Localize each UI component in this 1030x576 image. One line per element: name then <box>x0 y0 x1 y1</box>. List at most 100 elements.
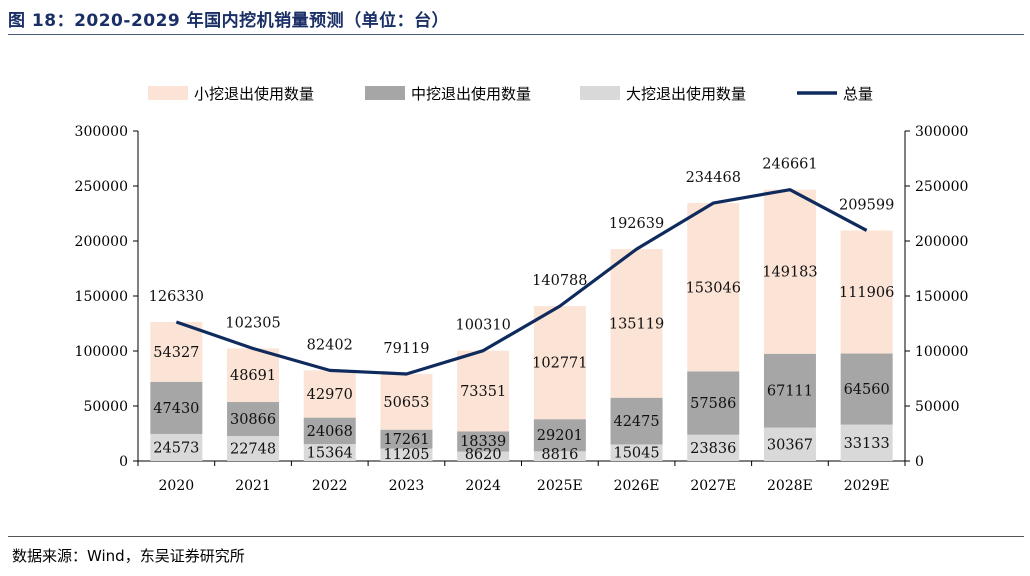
bar-small-excavator <box>840 230 893 354</box>
bar-large-excavator <box>763 427 816 461</box>
bar-mid-excavator <box>303 417 356 445</box>
data-label-small: 149183 <box>762 265 817 281</box>
data-label-mid: 30866 <box>230 412 276 428</box>
y2-tick-label-right: 250000 <box>915 179 968 195</box>
legend-swatch-2 <box>365 86 405 100</box>
data-label-mid: 29201 <box>537 428 583 444</box>
y-tick-label-left: 250000 <box>75 179 128 195</box>
data-label-large: 11205 <box>383 447 429 463</box>
y2-tick-label-right: 150000 <box>915 289 968 305</box>
x-tick-label: 2025E <box>537 478 583 494</box>
data-label-total: 192639 <box>609 216 664 232</box>
bar-small-excavator <box>610 249 663 398</box>
y-tick-label-left: 200000 <box>75 234 128 250</box>
bar-large-excavator <box>610 444 663 461</box>
bar-large-excavator <box>533 451 586 461</box>
y2-tick-label-right: 300000 <box>915 124 968 140</box>
bar-large-excavator <box>457 451 510 461</box>
data-label-mid: 18339 <box>460 434 506 450</box>
x-tick-label: 2023 <box>389 478 425 494</box>
y2-tick-label-right: 50000 <box>915 399 960 415</box>
data-label-large: 15364 <box>307 446 353 462</box>
data-label-small: 50653 <box>383 395 429 411</box>
data-label-small: 54327 <box>153 345 199 361</box>
data-label-total: 209599 <box>839 197 894 213</box>
bar-small-excavator <box>150 322 203 382</box>
data-label-mid: 47430 <box>153 401 199 417</box>
x-tick-label: 2022 <box>312 478 348 494</box>
bar-large-excavator <box>303 444 356 461</box>
y2-tick-label-right: 200000 <box>915 234 968 250</box>
bar-large-excavator <box>380 448 433 461</box>
bar-small-excavator <box>227 348 280 403</box>
bar-mid-excavator <box>840 353 893 425</box>
data-label-total: 246661 <box>762 157 817 173</box>
bar-large-excavator <box>840 424 893 461</box>
bar-mid-excavator <box>227 402 280 436</box>
y-tick-label-left: 150000 <box>75 289 128 305</box>
data-label-mid: 42475 <box>613 414 659 430</box>
data-label-total: 82402 <box>307 337 353 353</box>
bar-large-excavator <box>150 433 203 461</box>
legend-swatch-3 <box>580 86 620 100</box>
data-label-large: 33133 <box>844 436 890 452</box>
bar-small-excavator <box>380 373 433 430</box>
chart-title: 图 18：2020-2029 年国内挖机销量预测（单位：台） <box>8 11 450 31</box>
data-label-small: 73351 <box>460 384 506 400</box>
data-label-mid: 17261 <box>383 432 429 448</box>
data-label-large: 23836 <box>690 441 736 457</box>
bar-large-excavator <box>227 435 280 461</box>
line-total <box>175 188 868 376</box>
x-tick-label: 2028E <box>767 478 813 494</box>
data-label-small: 135119 <box>609 316 664 332</box>
data-label-small: 102771 <box>532 356 587 372</box>
x-tick-label: 2027E <box>690 478 736 494</box>
data-label-total: 234468 <box>686 170 741 186</box>
y-tick-label-left: 300000 <box>75 124 128 140</box>
legend-swatch-1 <box>148 86 188 100</box>
title-divider <box>8 34 1024 35</box>
y2-tick-label-right: 100000 <box>915 344 968 360</box>
data-label-large: 8816 <box>541 447 578 463</box>
x-tick-label: 2020 <box>159 478 195 494</box>
bar-mid-excavator <box>763 353 816 428</box>
bar-mid-excavator <box>533 419 586 452</box>
data-label-total: 140788 <box>532 273 587 289</box>
bar-small-excavator <box>687 203 740 372</box>
data-label-large: 8620 <box>465 447 502 463</box>
data-label-large: 22748 <box>230 441 276 457</box>
data-label-total: 100310 <box>455 318 510 334</box>
data-label-mid: 64560 <box>844 382 890 398</box>
bar-small-excavator <box>533 306 586 420</box>
data-label-small: 48691 <box>230 368 276 384</box>
data-label-small: 42970 <box>307 387 353 403</box>
data-label-small: 153046 <box>686 280 741 296</box>
data-label-mid: 67111 <box>767 384 813 400</box>
data-label-large: 30367 <box>767 437 813 453</box>
data-label-small: 111906 <box>839 285 894 301</box>
data-label-large: 24573 <box>153 440 199 456</box>
footer-divider <box>8 536 1024 537</box>
x-tick-label: 2026E <box>614 478 660 494</box>
bar-mid-excavator <box>610 397 663 445</box>
bar-mid-excavator <box>380 429 433 449</box>
data-label-total: 126330 <box>149 289 204 305</box>
bar-large-excavator <box>687 434 740 461</box>
bar-small-excavator <box>763 189 816 354</box>
data-label-total: 102305 <box>225 315 280 331</box>
x-tick-label: 2029E <box>844 478 890 494</box>
source-note: 数据来源：Wind，东吴证券研究所 <box>12 547 245 565</box>
bar-small-excavator <box>303 370 356 418</box>
bar-small-excavator <box>457 350 510 432</box>
y-tick-label-left: 100000 <box>75 344 128 360</box>
x-tick-label: 2021 <box>235 478 271 494</box>
bar-mid-excavator <box>150 381 203 434</box>
bar-mid-excavator <box>687 371 740 435</box>
legend-label-4: 总量 <box>843 85 873 103</box>
bar-mid-excavator <box>457 431 510 452</box>
legend-label-3: 大挖退出使用数量 <box>626 85 746 103</box>
y-tick-label-left: 50000 <box>83 399 128 415</box>
legend-label-1: 小挖退出使用数量 <box>194 85 314 103</box>
data-label-mid: 57586 <box>690 396 736 412</box>
